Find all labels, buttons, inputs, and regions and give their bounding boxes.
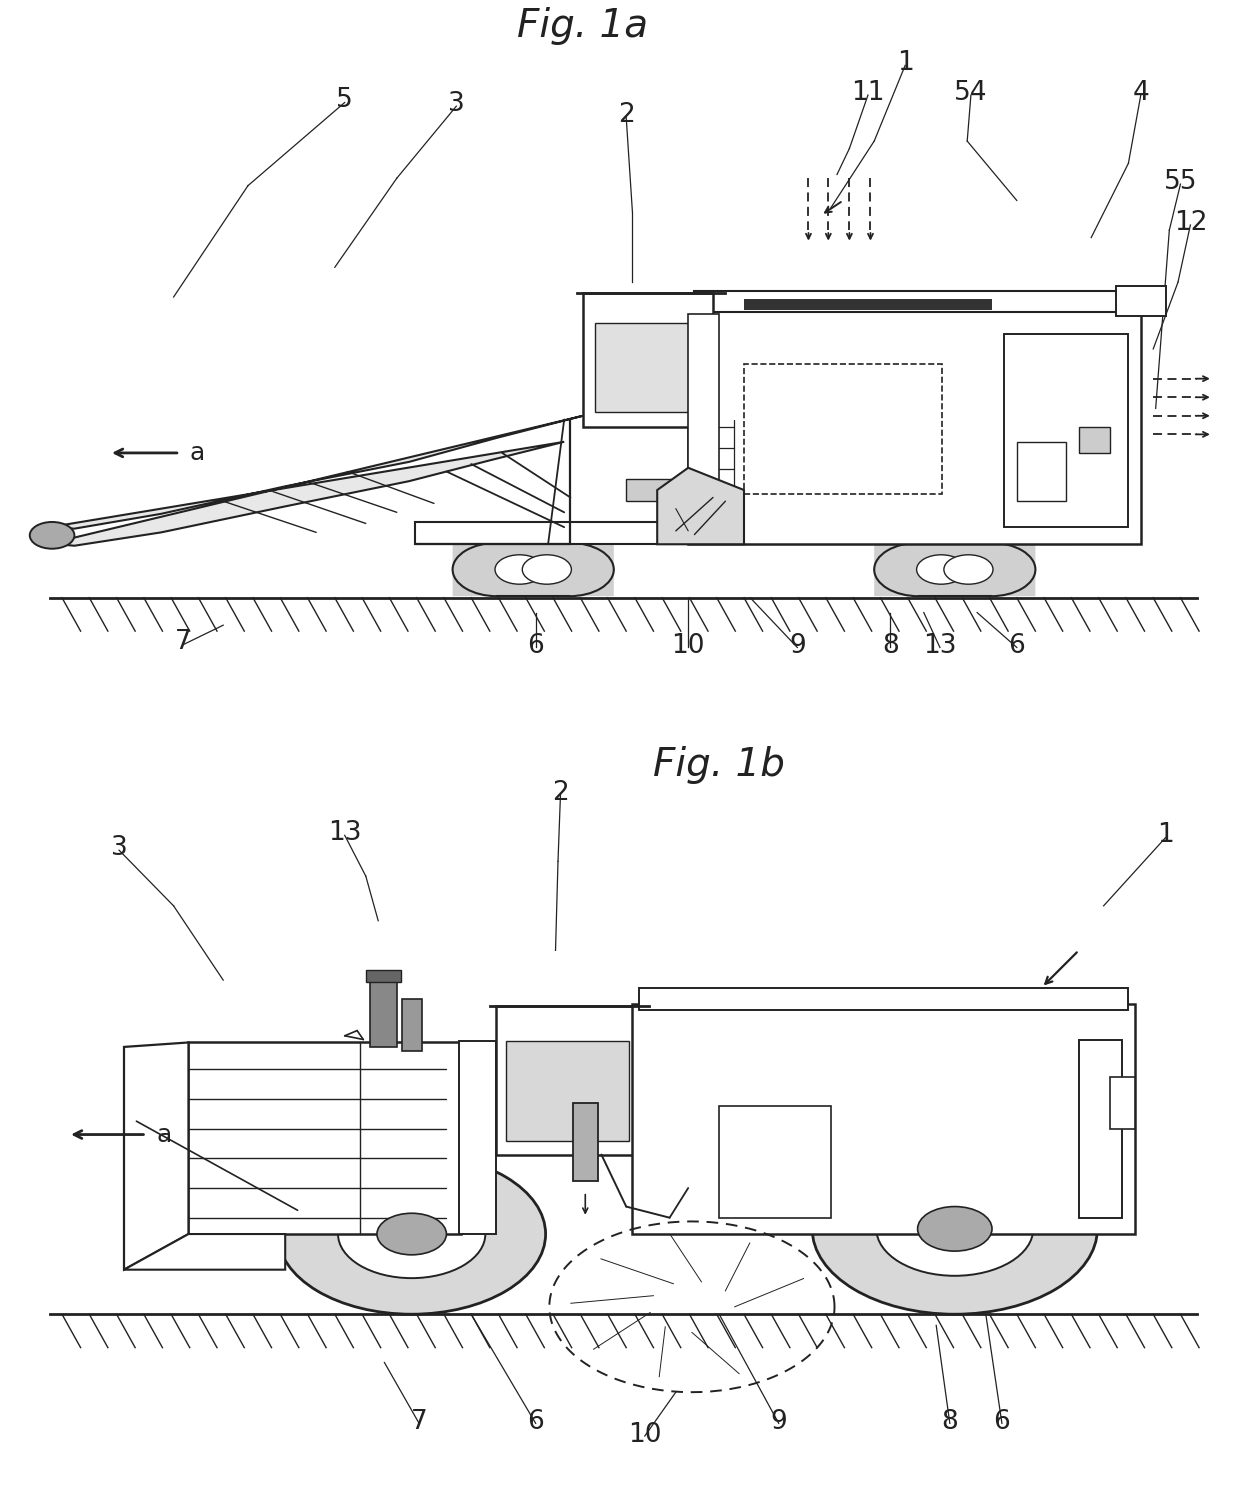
Bar — [506, 1041, 629, 1140]
Text: a: a — [190, 441, 205, 465]
Text: 10: 10 — [627, 1421, 662, 1448]
Bar — [573, 1102, 598, 1181]
Text: 10: 10 — [671, 633, 706, 659]
Bar — [583, 294, 713, 428]
Text: 7: 7 — [175, 630, 192, 655]
Text: 13: 13 — [923, 633, 957, 659]
Circle shape — [812, 1143, 1097, 1314]
Circle shape — [522, 555, 572, 584]
Text: 9: 9 — [789, 633, 806, 659]
Bar — [402, 998, 422, 1051]
Bar — [1110, 1077, 1135, 1129]
Text: Fig. 1b: Fig. 1b — [653, 745, 785, 784]
Polygon shape — [657, 468, 744, 545]
Text: Fig. 1a: Fig. 1a — [517, 7, 649, 45]
Circle shape — [30, 521, 74, 548]
Text: 7: 7 — [410, 1409, 428, 1435]
Text: 2: 2 — [618, 102, 635, 128]
Text: 3: 3 — [448, 91, 465, 117]
Polygon shape — [124, 1042, 188, 1270]
Text: 1: 1 — [1157, 823, 1174, 848]
Bar — [188, 1042, 461, 1234]
FancyBboxPatch shape — [874, 542, 1035, 595]
Text: 11: 11 — [851, 80, 885, 105]
Text: 12: 12 — [1173, 209, 1208, 236]
FancyBboxPatch shape — [453, 542, 614, 595]
Text: 6: 6 — [527, 1409, 544, 1435]
Circle shape — [339, 1189, 485, 1279]
Bar — [688, 307, 1141, 545]
Circle shape — [377, 1213, 446, 1255]
Text: 6: 6 — [1008, 633, 1025, 659]
Text: 4: 4 — [1132, 80, 1149, 105]
Polygon shape — [50, 416, 583, 545]
Text: 54: 54 — [954, 80, 988, 105]
Circle shape — [918, 1206, 992, 1250]
Text: 6: 6 — [993, 1409, 1011, 1435]
Text: a: a — [156, 1123, 171, 1146]
Bar — [694, 291, 1135, 312]
Bar — [370, 980, 397, 1047]
Circle shape — [495, 555, 544, 584]
Text: 8: 8 — [882, 633, 899, 659]
Text: 3: 3 — [110, 835, 128, 861]
Bar — [366, 971, 401, 982]
Bar — [744, 298, 992, 309]
Text: 55: 55 — [1163, 169, 1198, 195]
Bar — [744, 364, 942, 493]
Polygon shape — [124, 1234, 285, 1270]
Text: 1: 1 — [897, 50, 914, 76]
Bar — [688, 315, 719, 545]
Bar — [459, 1041, 496, 1234]
Bar — [1004, 334, 1128, 527]
Circle shape — [944, 555, 993, 584]
Text: 8: 8 — [941, 1409, 959, 1435]
Bar — [1116, 285, 1166, 315]
Bar — [415, 523, 1073, 545]
Text: 2: 2 — [552, 780, 569, 806]
Circle shape — [278, 1154, 546, 1314]
Circle shape — [877, 1182, 1033, 1276]
Bar — [632, 1004, 1135, 1234]
Text: 9: 9 — [770, 1409, 787, 1435]
Circle shape — [916, 555, 966, 584]
Bar — [1017, 441, 1066, 500]
Bar — [1079, 1040, 1122, 1218]
Bar — [719, 1106, 831, 1218]
Text: 6: 6 — [527, 633, 544, 659]
Text: 5: 5 — [336, 88, 353, 113]
Bar — [626, 478, 673, 500]
Bar — [595, 324, 701, 411]
Bar — [1079, 428, 1110, 453]
Bar — [496, 1007, 639, 1155]
Bar — [639, 988, 1128, 1010]
Text: 13: 13 — [327, 820, 362, 846]
